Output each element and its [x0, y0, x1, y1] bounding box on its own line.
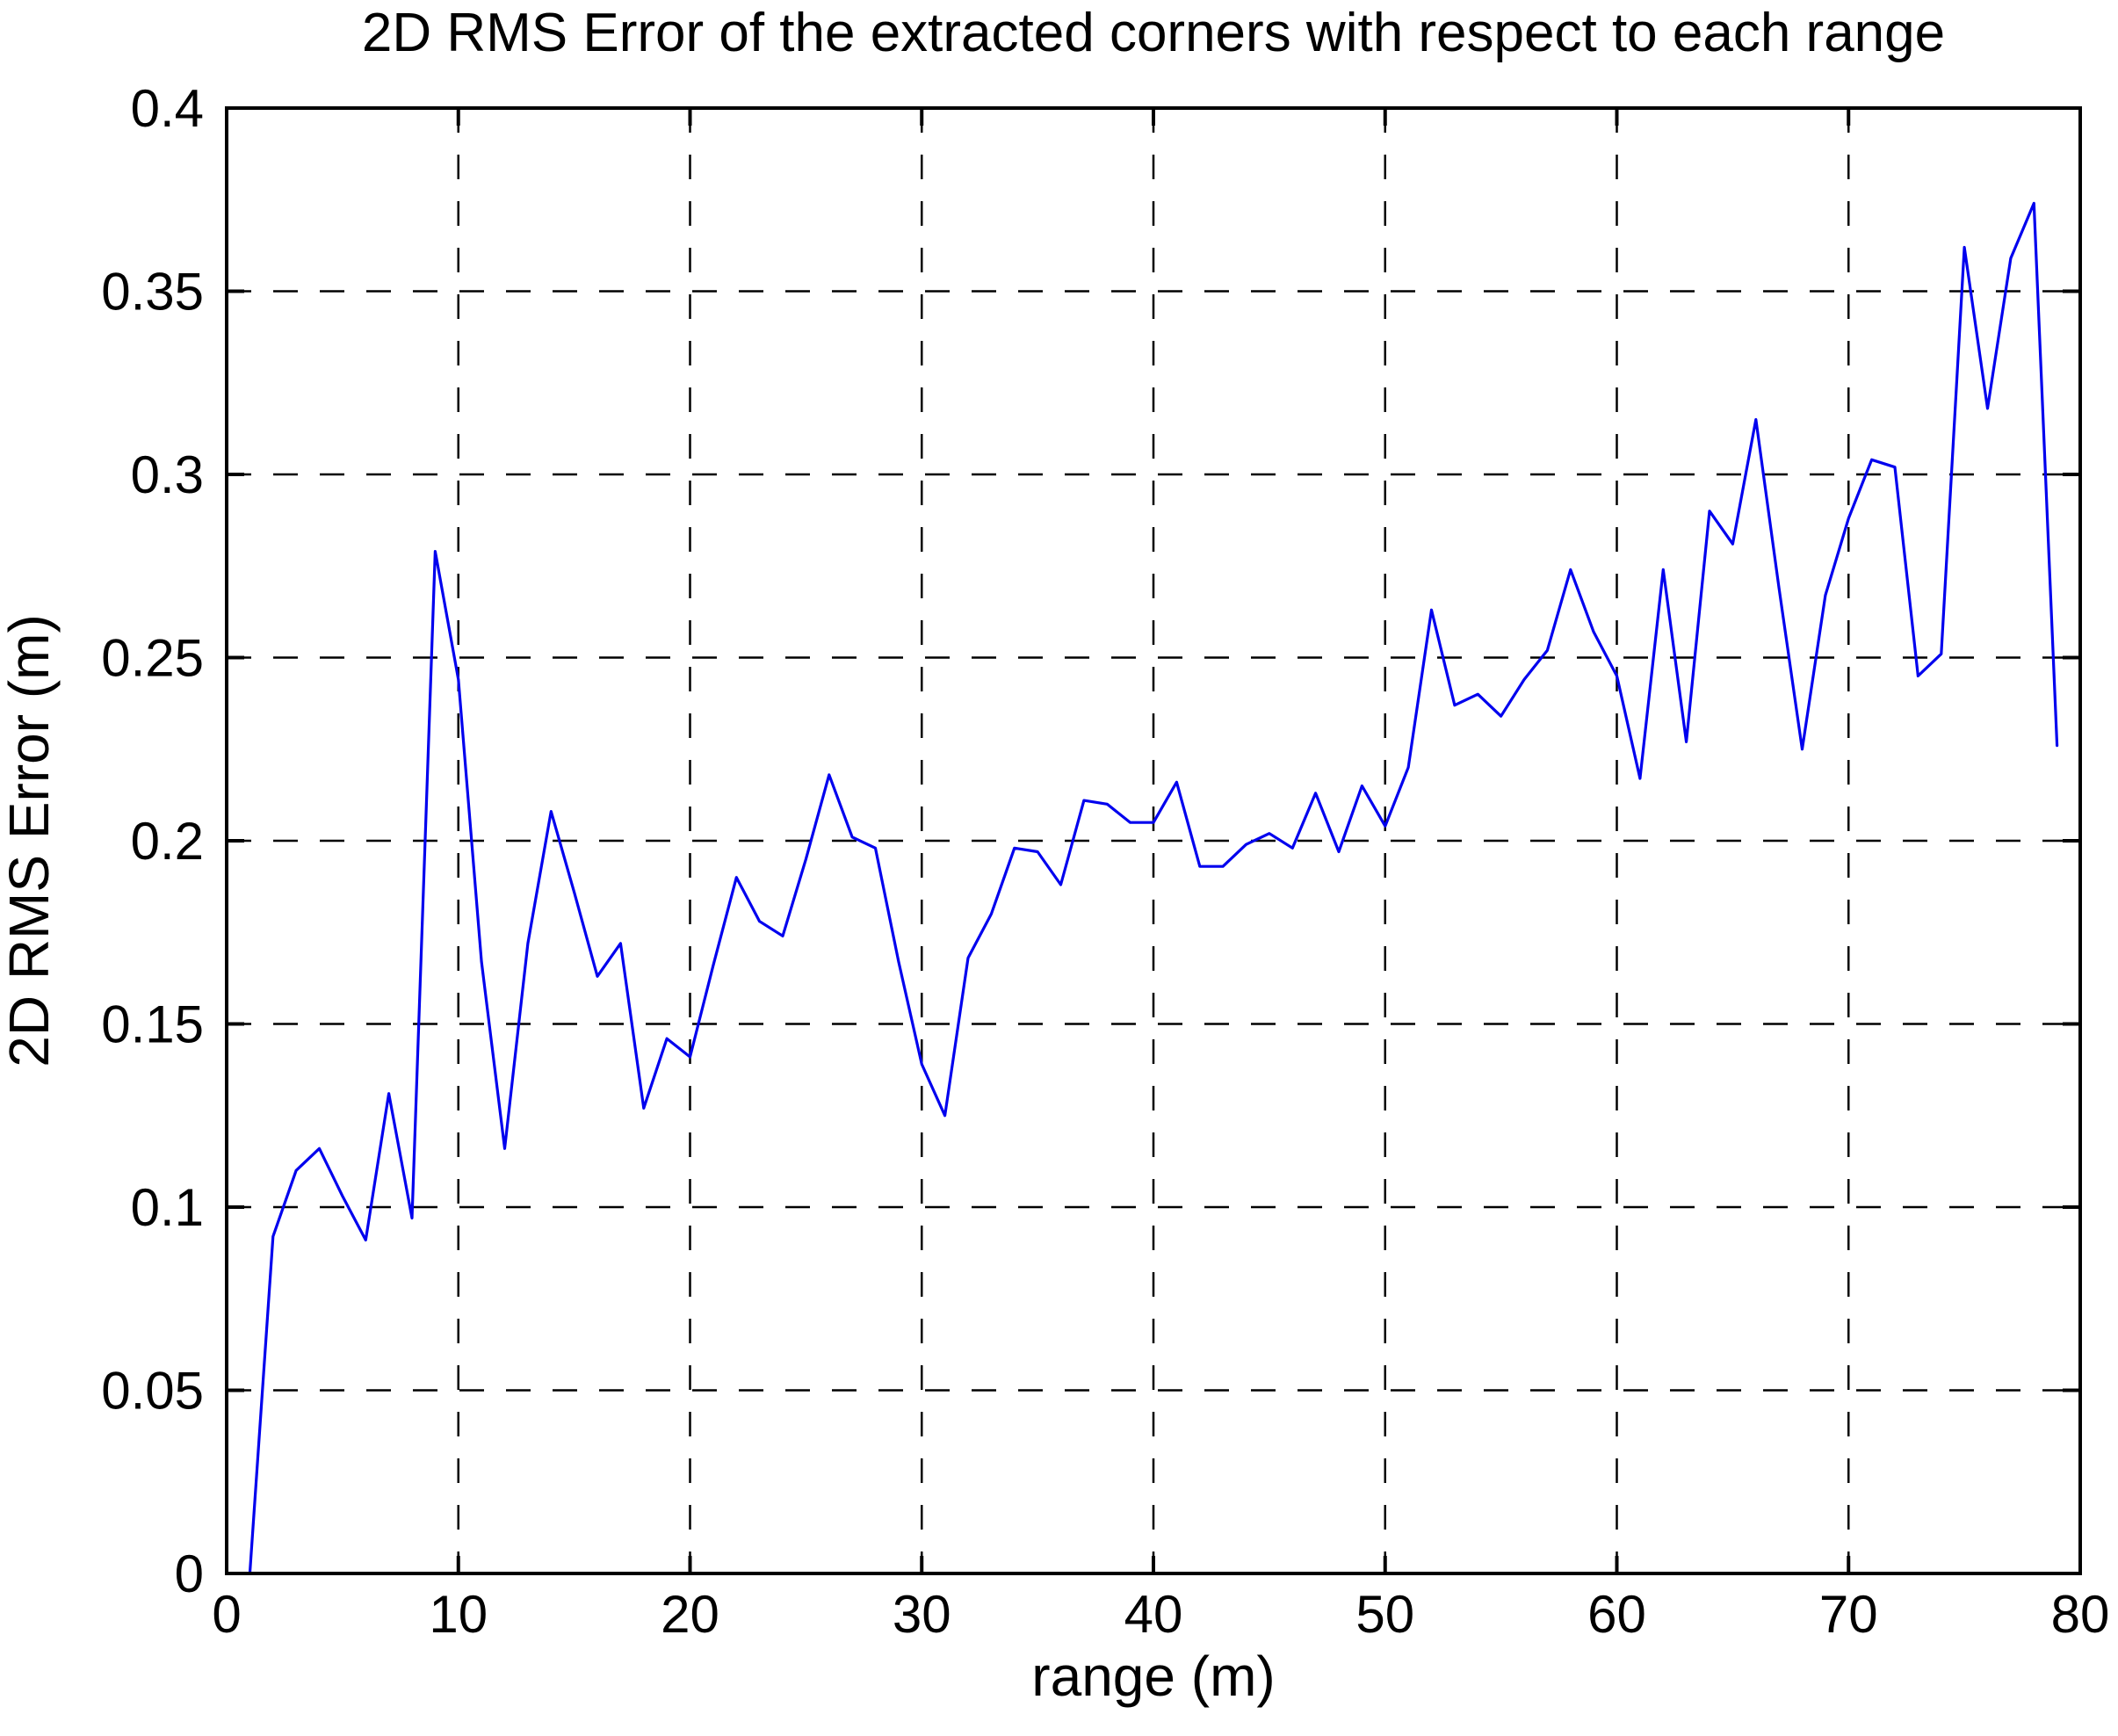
y-tick-label: 0.25 — [101, 629, 204, 688]
axis-tick-labels: 0 10 20 30 40 50 60 70 80 0 0.05 0.1 0.15 0.2 0.25 0.3 0… — [101, 79, 2109, 1644]
axis-ticks — [225, 106, 2082, 1575]
x-axis-label: range (m) — [1031, 1645, 1275, 1708]
y-axis-label: 2D RMS Error (m) — [0, 614, 61, 1067]
grid-lines — [227, 108, 2080, 1573]
x-tick-label: 70 — [1819, 1585, 1878, 1644]
x-tick-label: 10 — [429, 1585, 488, 1644]
x-tick-label: 80 — [2051, 1585, 2110, 1644]
data-series — [248, 201, 2059, 1575]
y-tick-label: 0.3 — [131, 445, 204, 504]
y-tick-label: 0.05 — [101, 1362, 204, 1421]
rms-error-line — [248, 201, 2059, 1575]
chart-title: 2D RMS Error of the extracted corners wi… — [362, 3, 1945, 63]
x-tick-label: 20 — [661, 1585, 719, 1644]
y-tick-label: 0.15 — [101, 995, 204, 1054]
x-tick-label: 50 — [1355, 1585, 1414, 1644]
y-tick-label: 0.1 — [131, 1178, 204, 1237]
y-tick-label: 0.2 — [131, 812, 204, 871]
x-tick-label: 60 — [1587, 1585, 1646, 1644]
x-tick-label: 30 — [893, 1585, 951, 1644]
plot-border — [225, 106, 2082, 1575]
x-tick-label: 0 — [212, 1585, 241, 1644]
x-tick-label: 40 — [1124, 1585, 1183, 1644]
y-tick-label: 0.35 — [101, 263, 204, 322]
y-tick-label: 0.4 — [131, 79, 204, 138]
y-tick-label: 0 — [175, 1544, 204, 1603]
